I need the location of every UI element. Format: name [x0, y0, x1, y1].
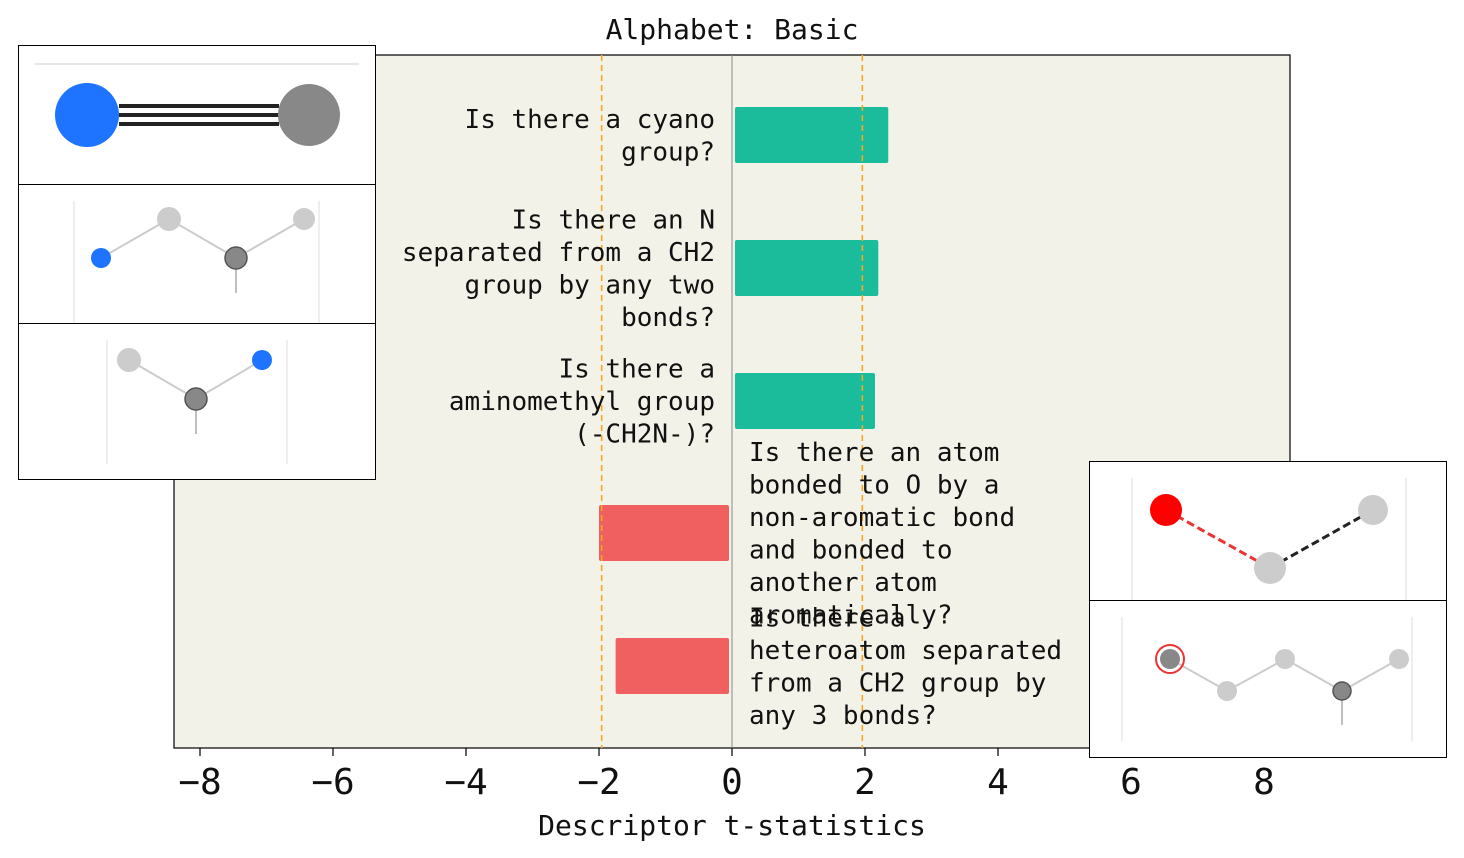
category-label-0: Is there a cyano group?	[465, 105, 715, 168]
molecule-thumbnail-cyano	[18, 45, 376, 185]
category-label-4: Is there a heteroatom separated from a CH2…	[749, 603, 1062, 731]
heteroatom-ch2-molecule-icon	[1121, 617, 1413, 741]
category-label-3: Is there an atom bonded to O by a non-arom…	[749, 438, 1015, 631]
cyano-molecule-icon	[35, 63, 359, 147]
n-ch2-molecule-icon	[73, 201, 320, 323]
x-tick-label-0: −8	[178, 762, 221, 803]
x-tick-label-6: 4	[987, 762, 1009, 803]
bar-0	[735, 107, 889, 163]
x-tick-label-4: 0	[721, 762, 743, 803]
bar-2	[735, 373, 875, 429]
x-tick-label-8: 8	[1253, 762, 1275, 803]
bar-4	[615, 638, 729, 694]
x-axis-label: Descriptor t-statistics	[538, 809, 926, 842]
category-label-2: Is there a aminomethyl group (-CH2N-)?	[449, 355, 715, 450]
molecule-thumbnail-n-ch2-two-bonds	[18, 184, 376, 324]
molecule-thumbnail-heteroatom-ch2-three-bonds	[1089, 600, 1447, 758]
aminomethyl-molecule-icon	[106, 340, 288, 464]
bar-1	[735, 240, 879, 296]
o-aromatic-molecule-icon	[1131, 478, 1407, 600]
molecule-thumbnail-aminomethyl	[18, 323, 376, 480]
bars-layer	[599, 107, 889, 694]
x-tick-label-5: 2	[854, 762, 876, 803]
x-tick-label-1: −6	[311, 762, 354, 803]
x-axis: −8 −6 −4 −2 0 2 4 6 8	[178, 748, 1275, 803]
molecule-thumbnail-o-aromatic	[1089, 461, 1447, 601]
reference-lines	[600, 55, 864, 748]
chart-title: Alphabet: Basic	[606, 13, 859, 46]
x-tick-label-2: −4	[444, 762, 487, 803]
x-tick-label-7: 6	[1120, 762, 1142, 803]
bar-3	[599, 505, 729, 561]
x-tick-label-3: −2	[577, 762, 620, 803]
